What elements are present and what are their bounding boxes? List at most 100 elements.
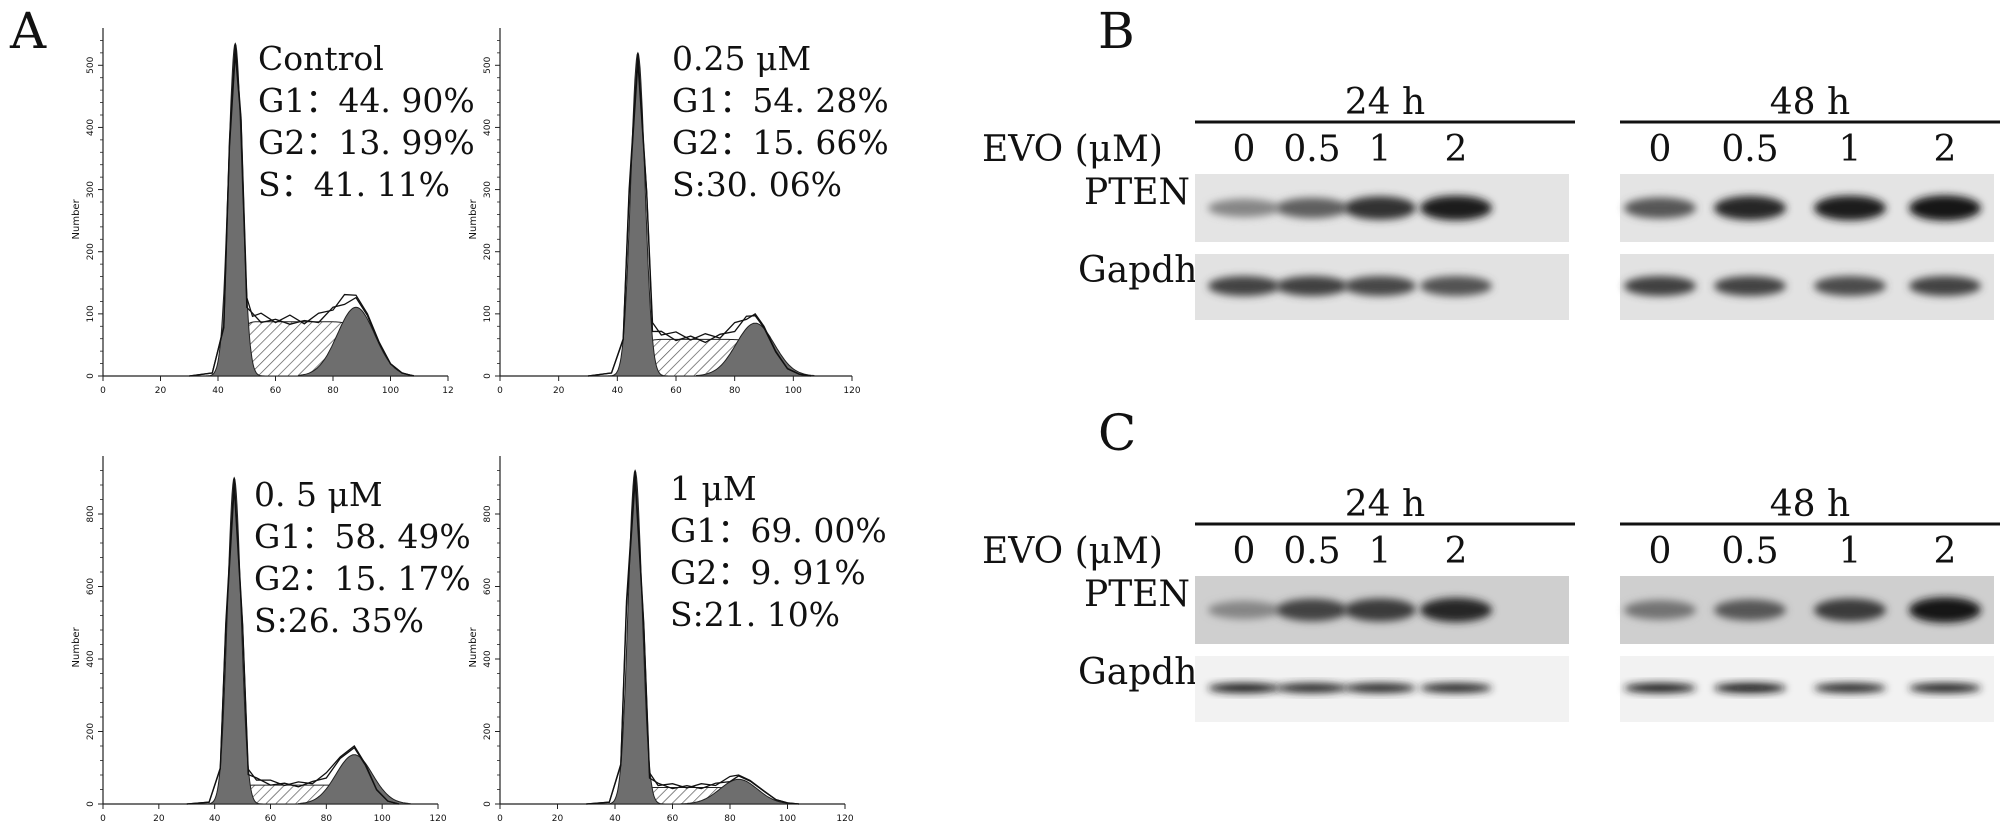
y-tick-label: 400 [483, 650, 493, 667]
lane-label: 0 [1233, 129, 1256, 170]
x-tick-label: 20 [155, 386, 167, 396]
lane-label: 0.5 [1283, 129, 1340, 170]
lane-label: 2 [1445, 129, 1468, 170]
x-tick-label: 60 [270, 386, 282, 396]
gapdh-band [1909, 276, 1981, 296]
histogram-title: 0.25 μM [672, 39, 811, 78]
x-tick-label: 100 [785, 386, 802, 396]
gapdh-band [1276, 276, 1348, 296]
y-tick-label: 0 [483, 373, 493, 379]
x-tick-label: 120 [843, 386, 860, 396]
panel-letter-b: B [1098, 2, 1135, 60]
x-tick-label: 20 [153, 814, 165, 821]
cell-cycle-stat: G2：15. 17% [254, 559, 471, 598]
y-tick-label: 400 [86, 650, 96, 667]
gapdh-band [1624, 276, 1696, 296]
x-tick-label: 120 [429, 814, 446, 821]
gapdh-band [1208, 276, 1280, 296]
gapdh-label: Gapdh [1078, 652, 1198, 693]
lane-label: 0 [1233, 531, 1256, 572]
pten-band [1814, 598, 1886, 622]
evo-label: EVO (μM) [982, 531, 1163, 572]
x-tick-label: 80 [724, 814, 736, 821]
timepoint-header: 48 h [1770, 484, 1850, 525]
gapdh-band [1814, 276, 1886, 296]
x-tick-label: 0 [497, 386, 503, 396]
cell-cycle-stat: G2：15. 66% [672, 123, 889, 162]
x-tick-label: 0 [100, 814, 106, 821]
histogram-1-um: 0 20 40 60 80 100 120 0 200 400 600 800 Number 1 μMG1… [468, 456, 887, 821]
y-tick-label: 0 [86, 801, 96, 807]
lane-label: 0.5 [1721, 129, 1778, 170]
histogram-envelope-line [186, 487, 400, 805]
gapdh-band [1344, 276, 1416, 296]
x-tick-label: 100 [374, 814, 391, 821]
pten-label: PTEN [1084, 172, 1190, 213]
pten-band [1344, 598, 1416, 622]
gapdh-band [1714, 683, 1786, 693]
y-tick-label: 800 [483, 505, 493, 522]
g2-peak-area [680, 778, 797, 805]
gapdh-band [1909, 683, 1981, 693]
g1-peak-area [206, 42, 265, 377]
histogram-0-25-um: 0 20 40 60 80 100 120 0 100 200 300 400 500 Number 0.2… [468, 28, 889, 396]
pten-band [1624, 197, 1696, 219]
gapdh-band [1420, 683, 1492, 693]
gapdh-band [1344, 683, 1416, 693]
y-tick-label: 800 [86, 505, 96, 522]
y-tick-label: 400 [86, 119, 96, 136]
x-tick-label: 20 [552, 814, 564, 821]
pten-band [1276, 598, 1348, 622]
histogram-envelope-line [586, 480, 800, 805]
y-tick-label: 0 [483, 801, 493, 807]
panel-letter-a: A [9, 2, 47, 60]
lane-label: 0 [1649, 531, 1672, 572]
histogram-0-5-um: 0 20 40 60 80 100 120 0 200 400 600 800 Number 0. 5 μ… [71, 456, 471, 821]
cell-cycle-stat: S:26. 35% [254, 601, 424, 640]
pten-band [1208, 600, 1280, 620]
lane-label: 0 [1649, 129, 1672, 170]
y-axis-label: Number [468, 626, 479, 667]
lane-label: 2 [1445, 531, 1468, 572]
y-tick-label: 300 [86, 181, 96, 198]
x-tick-label: 40 [609, 814, 621, 821]
y-axis-label: Number [71, 626, 82, 667]
gapdh-band [1624, 683, 1696, 693]
g2-peak-area [297, 754, 411, 805]
gapdh-band [1208, 683, 1280, 693]
histogram-title: Control [258, 39, 384, 78]
pten-band [1714, 599, 1786, 621]
timepoint-header: 24 h [1345, 484, 1425, 525]
y-tick-label: 200 [483, 243, 493, 260]
x-tick-label: 100 [382, 386, 399, 396]
timepoint-header: 48 h [1770, 82, 1850, 123]
pten-band [1814, 195, 1886, 221]
histogram-envelope-line [587, 62, 811, 377]
pten-label: PTEN [1084, 574, 1190, 615]
cell-cycle-stat: S：41. 11% [258, 165, 450, 204]
lane-label: 1 [1839, 129, 1862, 170]
pten-band [1208, 198, 1280, 218]
x-tick-label: 40 [612, 386, 624, 396]
pten-band [1714, 195, 1786, 221]
x-tick-label: 60 [667, 814, 679, 821]
g1-peak-area [608, 51, 668, 377]
pten-band [1276, 197, 1348, 219]
pten-band [1909, 195, 1981, 221]
y-tick-label: 300 [483, 181, 493, 198]
g2-peak-area [696, 322, 815, 377]
y-tick-label: 600 [86, 578, 96, 595]
g1-peak-area [205, 476, 263, 805]
cell-cycle-stat: G1：54. 28% [672, 81, 889, 120]
gapdh-band [1276, 683, 1348, 693]
western-blot-b: EVO (μM)PTEN Gapdh 24 h 0 0.5 1 2 48 h 0 0.5 1 2 [982, 82, 2000, 320]
histogram-control: 0 20 40 60 80 100 120100200300400500NumberCont… [71, 28, 475, 396]
cell-cycle-stat: S:21. 10% [670, 595, 840, 634]
cell-cycle-stat: S:30. 06% [672, 165, 842, 204]
gapdh-band [1420, 276, 1492, 296]
cell-cycle-stat: G1：44. 90% [258, 81, 475, 120]
x-tick-label: 80 [321, 814, 333, 821]
y-tick-label: 100 [86, 305, 96, 322]
y-tick-label: 500 [483, 56, 493, 73]
